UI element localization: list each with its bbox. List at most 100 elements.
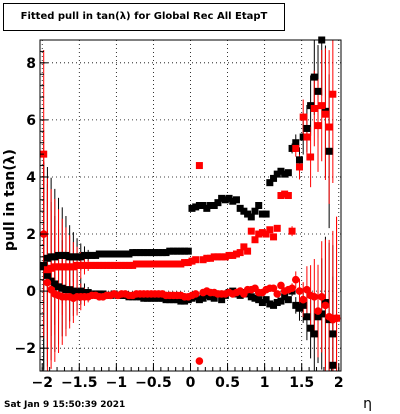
black-series-marker [244, 210, 252, 218]
black-series-marker [262, 296, 270, 304]
red-series-high-marker [84, 261, 92, 269]
red-series-low-marker [195, 357, 204, 365]
black-series-marker [158, 294, 166, 302]
black-series-marker [266, 300, 274, 308]
red-series-high-marker [51, 263, 59, 271]
black-series-marker [80, 289, 88, 297]
black-series-marker [307, 324, 315, 332]
x-tick-label: −1.5 [61, 375, 98, 391]
red-series-high-marker [144, 260, 151, 268]
x-tick-label: 0.5 [215, 375, 240, 391]
black-series-marker [184, 247, 192, 255]
red-series-high-marker [266, 226, 274, 234]
red-series-high-marker [284, 192, 292, 200]
red-series-low-marker [43, 278, 52, 287]
red-series-high-marker [236, 249, 244, 257]
red-series-high-marker [158, 260, 166, 268]
black-series-marker [151, 249, 159, 257]
black-series-marker [77, 253, 85, 261]
red-series-low-marker [277, 281, 285, 290]
black-series-marker [166, 296, 174, 304]
black-series-marker [218, 296, 226, 304]
red-series-high-marker [329, 90, 337, 98]
black-series-marker [255, 202, 263, 209]
black-series-marker [51, 280, 59, 288]
black-series-marker [147, 249, 155, 257]
datestamp: Sat Jan 9 15:50:39 2021 [4, 400, 126, 410]
black-series-marker [314, 87, 322, 95]
black-series-marker [177, 297, 185, 305]
y-tick-label: −2 [15, 341, 36, 357]
red-series-low-marker [191, 290, 200, 298]
red-series-high-marker [203, 254, 211, 262]
black-series-marker [129, 249, 137, 257]
black-series-marker [225, 194, 233, 202]
black-series-marker [295, 304, 303, 312]
black-series-marker [169, 296, 177, 304]
red-series-high-marker [125, 261, 133, 269]
x-tick-label: 1.5 [289, 375, 314, 391]
black-series-marker [218, 194, 226, 202]
red-series-high-marker [314, 122, 322, 130]
black-series-marker [80, 251, 88, 259]
y-tick-label: 8 [26, 56, 36, 72]
black-series-marker [232, 196, 240, 204]
black-series-marker [299, 133, 307, 141]
black-series-marker [236, 204, 244, 212]
red-series-high-marker [155, 260, 163, 268]
black-series-marker [277, 167, 285, 175]
black-series-marker [43, 254, 51, 262]
black-series-marker [177, 247, 185, 255]
red-series-high-marker [232, 250, 240, 258]
black-series-marker [281, 293, 289, 301]
red-series-high-marker [207, 254, 215, 262]
red-series-low-marker [273, 290, 282, 298]
red-series-low-marker [269, 284, 278, 293]
red-series-high-marker [307, 153, 315, 161]
black-series-marker [258, 299, 266, 307]
black-series-marker [58, 251, 66, 259]
red-series-high-marker [181, 259, 189, 267]
red-series-high-marker [277, 192, 285, 200]
black-series-marker [47, 253, 55, 261]
black-series-marker [73, 253, 81, 261]
black-series-marker [214, 199, 222, 207]
red-series-high-marker [80, 261, 88, 269]
chart-title: Fitted pull in tan(λ) for Global Rec All… [20, 11, 268, 22]
black-series-marker [255, 296, 263, 304]
red-series-high-marker [147, 260, 155, 268]
red-series-high-marker [225, 251, 233, 259]
black-series-marker [62, 286, 70, 294]
black-series-marker [210, 202, 218, 209]
red-series-low-marker [317, 293, 326, 301]
black-series-marker [162, 296, 170, 304]
black-series-marker [240, 207, 248, 215]
y-tick-label: 0 [26, 284, 36, 300]
red-series-high-marker [258, 229, 266, 237]
black-series-marker [277, 297, 285, 305]
red-series-high-marker [140, 260, 148, 268]
y-axis-label: pull in tan(λ) [2, 149, 18, 251]
red-series-high-marker [195, 162, 203, 170]
black-series-marker [181, 247, 189, 255]
black-series-marker [207, 202, 215, 209]
black-series-marker [247, 293, 255, 301]
red-series-high-marker [88, 261, 96, 269]
black-series-marker [329, 330, 337, 338]
x-axis-label: η [363, 396, 372, 412]
black-series-marker [273, 299, 281, 307]
red-series-high-marker [77, 261, 85, 269]
red-series-high-marker [169, 260, 177, 268]
black-series-marker [166, 247, 174, 255]
black-series-marker [51, 253, 59, 261]
red-series-high-marker [255, 230, 263, 238]
red-series-high-marker [136, 260, 144, 268]
red-series-low-marker [321, 301, 330, 310]
red-series-high-marker [192, 256, 200, 264]
red-series-high-marker [281, 190, 289, 198]
black-series-marker [173, 296, 181, 304]
black-series-marker [55, 283, 63, 291]
red-series-high-marker [106, 261, 114, 269]
data-points [39, 36, 341, 369]
red-series-high-marker [310, 104, 318, 112]
